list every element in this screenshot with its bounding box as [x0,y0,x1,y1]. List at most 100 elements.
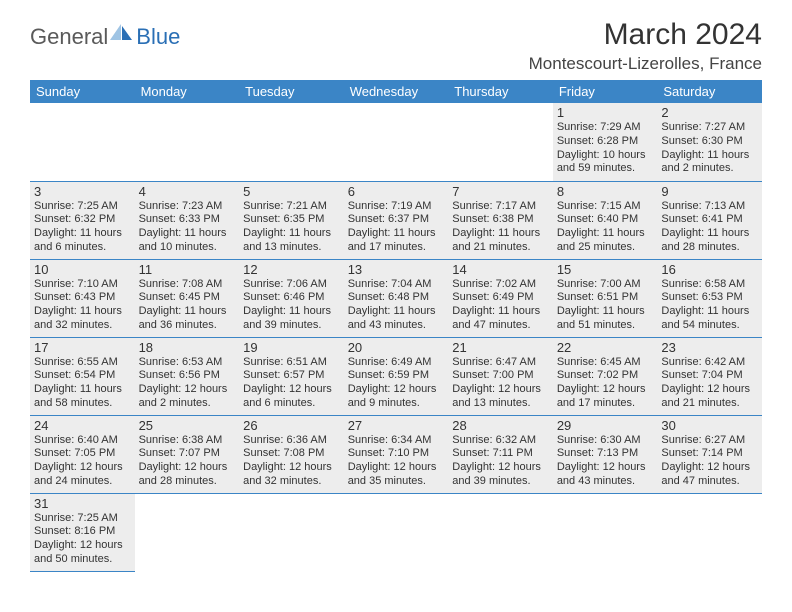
calendar-day-cell: 20Sunrise: 6:49 AMSunset: 6:59 PMDayligh… [344,337,449,415]
day-info: Sunrise: 6:36 AMSunset: 7:08 PMDaylight:… [243,434,340,489]
day-info: Sunrise: 6:47 AMSunset: 7:00 PMDaylight:… [452,356,549,411]
day-number: 4 [139,184,236,199]
calendar-day-cell: 28Sunrise: 6:32 AMSunset: 7:11 PMDayligh… [448,415,553,493]
day-info: Sunrise: 6:32 AMSunset: 7:11 PMDaylight:… [452,434,549,489]
day-number: 26 [243,418,340,433]
day-info: Sunrise: 6:58 AMSunset: 6:53 PMDaylight:… [661,278,758,333]
sunrise-text: Sunrise: 6:53 AM [139,356,236,370]
sunset-text: Sunset: 6:54 PM [34,369,131,383]
sunrise-text: Sunrise: 6:40 AM [34,434,131,448]
location: Montescourt-Lizerolles, France [529,54,762,74]
sunset-text: Sunset: 6:30 PM [661,135,758,149]
sunset-text: Sunset: 7:04 PM [661,369,758,383]
daylight-text: Daylight: 11 hours and 36 minutes. [139,305,236,333]
calendar-day-cell: 5Sunrise: 7:21 AMSunset: 6:35 PMDaylight… [239,181,344,259]
sunset-text: Sunset: 6:59 PM [348,369,445,383]
day-number: 3 [34,184,131,199]
daylight-text: Daylight: 11 hours and 21 minutes. [452,227,549,255]
sunset-text: Sunset: 7:13 PM [557,447,654,461]
calendar-day-cell [657,493,762,571]
sail-icon [108,22,134,42]
calendar-day-cell [30,103,135,181]
sunset-text: Sunset: 6:48 PM [348,291,445,305]
day-info: Sunrise: 6:27 AMSunset: 7:14 PMDaylight:… [661,434,758,489]
daylight-text: Daylight: 11 hours and 10 minutes. [139,227,236,255]
calendar-day-cell: 2Sunrise: 7:27 AMSunset: 6:30 PMDaylight… [657,103,762,181]
sunrise-text: Sunrise: 6:30 AM [557,434,654,448]
weekday-header: Tuesday [239,80,344,103]
day-number: 7 [452,184,549,199]
sunrise-text: Sunrise: 7:00 AM [557,278,654,292]
daylight-text: Daylight: 10 hours and 59 minutes. [557,149,654,177]
sunset-text: Sunset: 6:46 PM [243,291,340,305]
calendar-day-cell: 6Sunrise: 7:19 AMSunset: 6:37 PMDaylight… [344,181,449,259]
calendar-day-cell: 31Sunrise: 7:25 AMSunset: 8:16 PMDayligh… [30,493,135,571]
daylight-text: Daylight: 12 hours and 43 minutes. [557,461,654,489]
sunset-text: Sunset: 6:57 PM [243,369,340,383]
calendar-day-cell: 26Sunrise: 6:36 AMSunset: 7:08 PMDayligh… [239,415,344,493]
calendar-day-cell: 24Sunrise: 6:40 AMSunset: 7:05 PMDayligh… [30,415,135,493]
day-number: 6 [348,184,445,199]
calendar-day-cell: 18Sunrise: 6:53 AMSunset: 6:56 PMDayligh… [135,337,240,415]
weekday-header: Sunday [30,80,135,103]
sunset-text: Sunset: 6:32 PM [34,213,131,227]
sunrise-text: Sunrise: 6:58 AM [661,278,758,292]
calendar-day-cell: 11Sunrise: 7:08 AMSunset: 6:45 PMDayligh… [135,259,240,337]
daylight-text: Daylight: 11 hours and 32 minutes. [34,305,131,333]
day-number: 8 [557,184,654,199]
calendar-week-row: 10Sunrise: 7:10 AMSunset: 6:43 PMDayligh… [30,259,762,337]
logo: General Blue [30,24,180,50]
sunrise-text: Sunrise: 7:15 AM [557,200,654,214]
day-number: 9 [661,184,758,199]
calendar-day-cell: 30Sunrise: 6:27 AMSunset: 7:14 PMDayligh… [657,415,762,493]
sunset-text: Sunset: 6:43 PM [34,291,131,305]
sunset-text: Sunset: 6:49 PM [452,291,549,305]
sunrise-text: Sunrise: 7:21 AM [243,200,340,214]
sunset-text: Sunset: 7:05 PM [34,447,131,461]
calendar-day-cell: 7Sunrise: 7:17 AMSunset: 6:38 PMDaylight… [448,181,553,259]
calendar-day-cell: 22Sunrise: 6:45 AMSunset: 7:02 PMDayligh… [553,337,658,415]
sunset-text: Sunset: 6:33 PM [139,213,236,227]
daylight-text: Daylight: 11 hours and 17 minutes. [348,227,445,255]
calendar-day-cell: 3Sunrise: 7:25 AMSunset: 6:32 PMDaylight… [30,181,135,259]
weekday-header-row: SundayMondayTuesdayWednesdayThursdayFrid… [30,80,762,103]
weekday-header: Monday [135,80,240,103]
day-info: Sunrise: 6:53 AMSunset: 6:56 PMDaylight:… [139,356,236,411]
daylight-text: Daylight: 11 hours and 6 minutes. [34,227,131,255]
calendar-day-cell [344,493,449,571]
sunset-text: Sunset: 7:02 PM [557,369,654,383]
day-number: 30 [661,418,758,433]
daylight-text: Daylight: 11 hours and 47 minutes. [452,305,549,333]
day-info: Sunrise: 6:51 AMSunset: 6:57 PMDaylight:… [243,356,340,411]
day-number: 31 [34,496,131,511]
sunrise-text: Sunrise: 7:25 AM [34,512,131,526]
day-number: 28 [452,418,549,433]
calendar-day-cell: 4Sunrise: 7:23 AMSunset: 6:33 PMDaylight… [135,181,240,259]
sunset-text: Sunset: 6:37 PM [348,213,445,227]
calendar-week-row: 24Sunrise: 6:40 AMSunset: 7:05 PMDayligh… [30,415,762,493]
day-number: 20 [348,340,445,355]
sunrise-text: Sunrise: 6:32 AM [452,434,549,448]
sunrise-text: Sunrise: 7:06 AM [243,278,340,292]
day-number: 10 [34,262,131,277]
sunrise-text: Sunrise: 7:29 AM [557,121,654,135]
daylight-text: Daylight: 11 hours and 58 minutes. [34,383,131,411]
sunrise-text: Sunrise: 6:27 AM [661,434,758,448]
sunrise-text: Sunrise: 6:47 AM [452,356,549,370]
sunset-text: Sunset: 6:56 PM [139,369,236,383]
day-info: Sunrise: 6:42 AMSunset: 7:04 PMDaylight:… [661,356,758,411]
sunset-text: Sunset: 6:53 PM [661,291,758,305]
weekday-header: Thursday [448,80,553,103]
calendar-day-cell: 23Sunrise: 6:42 AMSunset: 7:04 PMDayligh… [657,337,762,415]
calendar-day-cell: 13Sunrise: 7:04 AMSunset: 6:48 PMDayligh… [344,259,449,337]
daylight-text: Daylight: 12 hours and 2 minutes. [139,383,236,411]
day-info: Sunrise: 7:02 AMSunset: 6:49 PMDaylight:… [452,278,549,333]
daylight-text: Daylight: 11 hours and 39 minutes. [243,305,340,333]
sunrise-text: Sunrise: 6:51 AM [243,356,340,370]
sunrise-text: Sunrise: 7:02 AM [452,278,549,292]
day-info: Sunrise: 6:34 AMSunset: 7:10 PMDaylight:… [348,434,445,489]
calendar-table: SundayMondayTuesdayWednesdayThursdayFrid… [30,80,762,572]
sunset-text: Sunset: 7:00 PM [452,369,549,383]
sunset-text: Sunset: 6:28 PM [557,135,654,149]
sunrise-text: Sunrise: 7:13 AM [661,200,758,214]
